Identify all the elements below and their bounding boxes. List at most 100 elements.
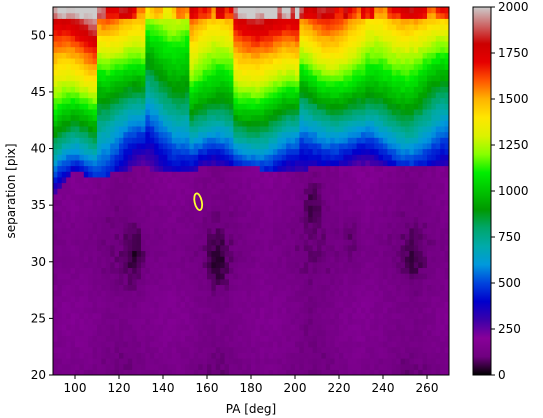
heatmap-cell (330, 46, 336, 53)
heatmap-cell (224, 23, 230, 31)
heatmap-cell (53, 290, 58, 297)
heatmap-cell (53, 91, 58, 99)
heatmap-cell (202, 244, 208, 252)
heatmap-cell (378, 341, 384, 348)
heatmap-cell (70, 261, 76, 269)
heatmap-cell (79, 12, 85, 19)
heatmap-cell (136, 142, 142, 150)
heatmap-cell (79, 346, 85, 353)
heatmap-cell (321, 352, 327, 359)
heatmap-cell (207, 273, 212, 280)
heatmap-cell (286, 261, 292, 269)
heatmap-cell (317, 91, 322, 99)
heatmap-cell (273, 341, 278, 348)
heatmap-cell (317, 29, 322, 36)
heatmap-cell (361, 307, 366, 314)
heatmap-cell (369, 91, 375, 99)
heatmap-cell (149, 18, 155, 25)
heatmap-cell (110, 250, 116, 257)
heatmap-cell (295, 312, 300, 319)
heatmap-cell (176, 278, 182, 286)
heatmap-cell (92, 35, 98, 42)
heatmap-cell (132, 193, 138, 201)
heatmap-cell (273, 171, 278, 178)
heatmap-cell (220, 290, 226, 297)
heatmap-cell (207, 239, 212, 246)
heatmap-cell (325, 250, 331, 257)
heatmap-cell (352, 256, 358, 263)
heatmap-cell (343, 182, 349, 189)
heatmap-cell (374, 216, 380, 223)
heatmap-cell (312, 329, 318, 336)
heatmap-cell (290, 69, 296, 76)
heatmap-cell (171, 74, 177, 82)
heatmap-cell (303, 363, 309, 370)
heatmap-cell (295, 290, 300, 297)
heatmap-cell (347, 239, 353, 246)
heatmap-cell (233, 142, 239, 150)
heatmap-cell (189, 358, 195, 365)
heatmap-cell (198, 57, 204, 65)
heatmap-cell (211, 23, 217, 31)
heatmap-cell (352, 142, 358, 150)
heatmap-cell (176, 273, 182, 280)
heatmap-cell (273, 193, 278, 201)
heatmap-cell (66, 222, 72, 229)
heatmap-cell (330, 199, 336, 206)
heatmap-cell (325, 210, 331, 218)
heatmap-cell (299, 108, 305, 116)
heatmap-cell (303, 154, 309, 161)
heatmap-cell (352, 369, 358, 375)
heatmap-cell (264, 193, 270, 201)
heatmap-cell (127, 35, 133, 42)
heatmap-cell (171, 278, 177, 286)
heatmap-cell (176, 165, 182, 172)
heatmap-cell (61, 114, 67, 121)
heatmap-cell (171, 52, 177, 59)
heatmap-cell (330, 91, 336, 99)
heatmap-cell (347, 114, 353, 121)
heatmap-cell (224, 97, 230, 104)
heatmap-cell (70, 35, 76, 42)
heatmap-cell (202, 261, 208, 269)
heatmap-cell (365, 329, 371, 336)
heatmap-cell (211, 261, 217, 269)
heatmap-cell (92, 108, 98, 116)
heatmap-cell (286, 346, 292, 353)
heatmap-cell (383, 131, 388, 138)
heatmap-cell (325, 142, 331, 150)
heatmap-cell (158, 216, 164, 223)
heatmap-cell (290, 363, 296, 370)
heatmap-cell (281, 142, 287, 150)
heatmap-cell (264, 239, 270, 246)
heatmap-cell (347, 341, 353, 348)
heatmap-cell (127, 23, 133, 31)
heatmap-cell (277, 52, 283, 59)
heatmap-cell (286, 40, 292, 48)
heatmap-cell (317, 35, 322, 42)
heatmap-cell (352, 250, 358, 257)
heatmap-cell (105, 7, 111, 14)
heatmap-cell (220, 295, 226, 302)
heatmap-cell (369, 114, 375, 121)
heatmap-cell (145, 267, 151, 274)
heatmap-cell (308, 63, 314, 70)
heatmap-cell (334, 346, 340, 353)
heatmap-cell (110, 18, 116, 25)
heatmap-cell (356, 46, 362, 53)
heatmap-cell (66, 29, 72, 36)
heatmap-cell (233, 335, 239, 342)
heatmap-cell (127, 142, 133, 150)
heatmap-cell (66, 74, 72, 82)
heatmap-cell (79, 57, 85, 65)
heatmap-cell (237, 40, 243, 48)
heatmap-cell (110, 352, 116, 359)
heatmap-cell (264, 205, 270, 212)
heatmap-cell (308, 205, 314, 212)
heatmap-cell (158, 278, 164, 286)
heatmap-cell (273, 267, 278, 274)
heatmap-cell (383, 307, 388, 314)
heatmap-cell (176, 346, 182, 353)
heatmap-cell (141, 312, 146, 319)
heatmap-cell (215, 188, 221, 195)
